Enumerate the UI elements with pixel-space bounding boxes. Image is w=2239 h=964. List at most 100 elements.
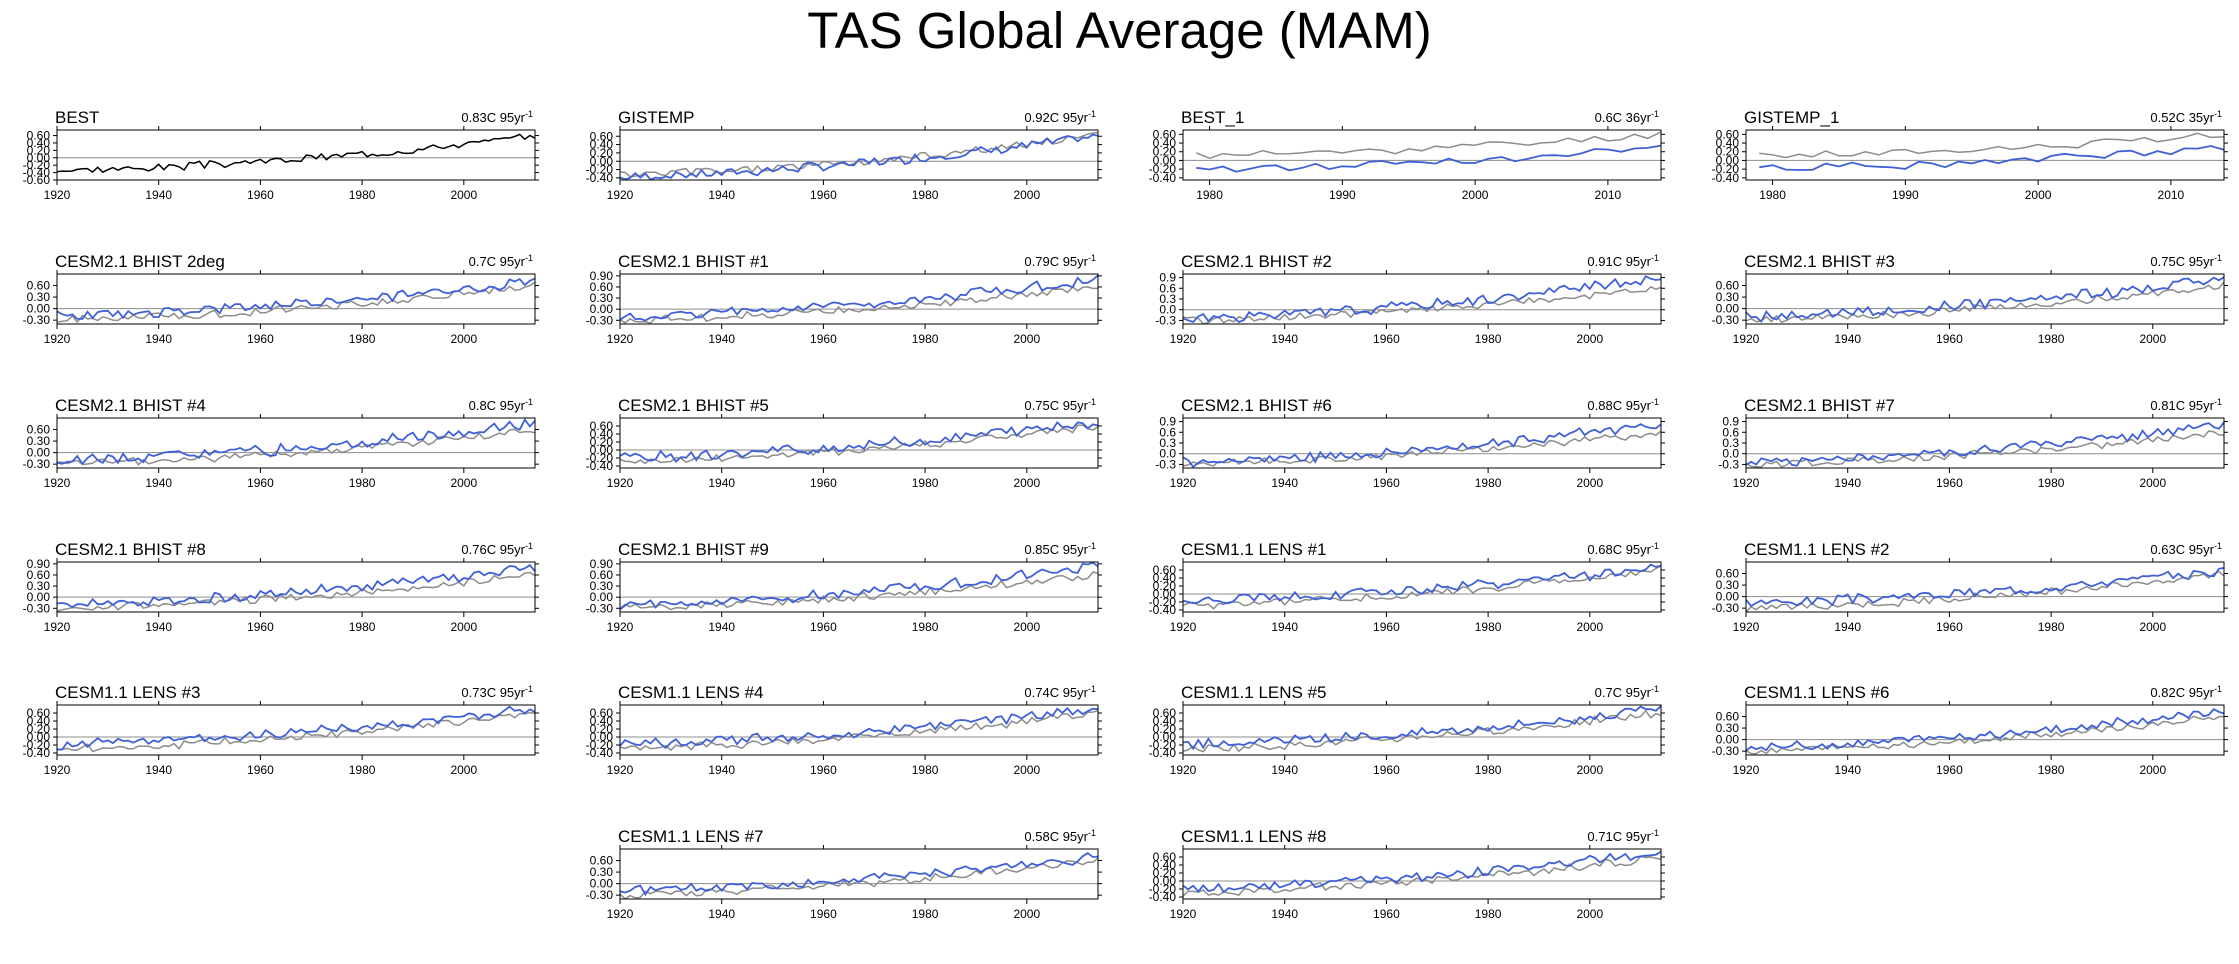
- x-tick-label: 1980: [2038, 332, 2065, 346]
- trend-label: 0.92C 95yr-1: [1024, 109, 1096, 125]
- x-tick-label: 2000: [450, 763, 477, 777]
- panel-title: BEST: [55, 108, 99, 127]
- y-tick-label: 0.20: [590, 146, 614, 160]
- y-tick-label: 0.60: [27, 423, 51, 437]
- y-tick-label: -0.20: [23, 738, 51, 752]
- y-tick-label: 0.30: [1716, 578, 1740, 592]
- y-tick-label: 0.60: [590, 419, 614, 433]
- chart-panel: CESM1.1 LENS #4 0.74C 95yr-1 0.600.400.200…: [586, 683, 1102, 777]
- x-tick-label: 2000: [450, 620, 477, 634]
- plot-frame: [1182, 561, 1662, 613]
- trend-label: 0.63C 95yr-1: [2150, 541, 2222, 557]
- y-tick-label: 0.40: [27, 136, 51, 150]
- y-tick-label: 0.00: [1153, 153, 1177, 167]
- x-tick-label: 1940: [708, 188, 735, 202]
- x-tick-label: 1960: [810, 763, 837, 777]
- obs-series-line: [56, 133, 536, 174]
- trend-label: 0.8C 95yr-1: [469, 397, 533, 413]
- y-tick-label: -0.30: [586, 601, 614, 615]
- obs-series-line: [1182, 430, 1662, 467]
- y-tick-label: 0.00: [27, 590, 51, 604]
- plot-frame: [1745, 273, 2225, 325]
- chart-panel: CESM1.1 LENS #3 0.73C 95yr-1 0.600.400.200…: [23, 683, 539, 777]
- x-tick-label: 1980: [1759, 188, 1786, 202]
- obs-series-line: [56, 711, 536, 753]
- x-tick-label: 1920: [44, 476, 71, 490]
- y-tick-label: -0.40: [1712, 171, 1740, 185]
- x-tick-label: 1960: [1936, 763, 1963, 777]
- plot-frame: [619, 848, 1099, 900]
- y-tick-label: -0.3: [1718, 457, 1739, 471]
- plot-frame: [1182, 848, 1662, 900]
- plot-frame: [1745, 561, 2225, 613]
- x-tick-label: 1960: [1373, 763, 1400, 777]
- model-series-line: [56, 563, 536, 609]
- x-tick-label: 1940: [1271, 907, 1298, 921]
- trend-label: 0.81C 95yr-1: [2150, 397, 2222, 413]
- y-tick-label: 0.30: [590, 579, 614, 593]
- x-tick-label: 1960: [1373, 332, 1400, 346]
- model-series-line: [1182, 563, 1662, 605]
- panel-title: CESM2.1 BHIST 2deg: [55, 252, 225, 271]
- y-tick-label: 0.9: [1159, 415, 1176, 429]
- plot-frame: [1745, 129, 2225, 181]
- x-tick-label: 1960: [1936, 332, 1963, 346]
- panel-title: CESM2.1 BHIST #8: [55, 540, 206, 559]
- y-tick-label: 0.40: [1153, 858, 1177, 872]
- x-tick-label: 2000: [1576, 907, 1603, 921]
- panel-title: BEST_1: [1181, 108, 1244, 127]
- y-tick-label: -0.30: [1712, 313, 1740, 327]
- x-tick-label: 1960: [810, 620, 837, 634]
- model-series-line: [619, 420, 1099, 463]
- y-tick-label: -0.40: [23, 166, 51, 180]
- model-series-line: [619, 852, 1099, 897]
- x-tick-label: 1920: [607, 620, 634, 634]
- y-tick-label: -0.3: [1155, 457, 1176, 471]
- y-tick-label: 0.40: [1153, 571, 1177, 585]
- model-series-line: [1745, 567, 2225, 608]
- panel-title: CESM1.1 LENS #1: [1181, 540, 1327, 559]
- model-series-line: [1182, 850, 1662, 894]
- chart-panel: CESM2.1 BHIST #6 0.88C 95yr-1 0.90.60.30.0…: [1155, 396, 1665, 490]
- x-tick-label: 1920: [44, 332, 71, 346]
- y-tick-label: 0.60: [27, 706, 51, 720]
- chart-panel: CESM2.1 BHIST #8 0.76C 95yr-1 0.900.600.30…: [23, 540, 539, 634]
- y-tick-label: 0.6: [1159, 425, 1176, 439]
- model-series-line: [1182, 275, 1662, 324]
- y-tick-label: -0.30: [586, 888, 614, 902]
- figure-title: TAS Global Average (MAM): [807, 2, 1432, 59]
- model-series-line: [1745, 421, 2225, 467]
- trend-label: 0.7C 95yr-1: [469, 253, 533, 269]
- x-tick-label: 1920: [44, 188, 71, 202]
- y-tick-label: 0.3: [1159, 292, 1176, 306]
- y-tick-label: 0.00: [1153, 874, 1177, 888]
- model-series-line: [619, 274, 1099, 322]
- y-tick-label: 0.00: [1716, 302, 1740, 316]
- trend-label: 0.88C 95yr-1: [1587, 397, 1659, 413]
- y-tick-label: 0.20: [27, 722, 51, 736]
- trend-label: 0.79C 95yr-1: [1024, 253, 1096, 269]
- y-tick-label: 0.60: [590, 854, 614, 868]
- panel-title: CESM2.1 BHIST #4: [55, 396, 206, 415]
- model-series-line: [56, 705, 536, 751]
- y-tick-label: -0.20: [1149, 738, 1177, 752]
- chart-panel: GISTEMP 0.92C 95yr-1 0.600.400.200.00-0.20…: [586, 108, 1102, 202]
- x-tick-label: 1940: [1834, 763, 1861, 777]
- y-tick-label: 0.40: [590, 714, 614, 728]
- x-tick-label: 1940: [1834, 332, 1861, 346]
- x-tick-label: 1980: [349, 620, 376, 634]
- y-tick-label: 0.20: [1716, 145, 1740, 159]
- y-tick-label: 0.40: [590, 138, 614, 152]
- y-tick-label: -0.30: [1712, 601, 1740, 615]
- x-tick-label: 1940: [1271, 332, 1298, 346]
- x-tick-label: 1940: [1271, 620, 1298, 634]
- x-tick-label: 1980: [1475, 620, 1502, 634]
- y-tick-label: -0.20: [1149, 595, 1177, 609]
- obs-series-line: [1759, 132, 2225, 159]
- panel-title: CESM1.1 LENS #6: [1744, 683, 1890, 702]
- x-tick-label: 1940: [145, 620, 172, 634]
- model-series-line: [56, 417, 536, 466]
- x-tick-label: 2000: [1013, 907, 1040, 921]
- plot-frame: [1745, 704, 2225, 756]
- y-tick-label: 0.90: [590, 269, 614, 283]
